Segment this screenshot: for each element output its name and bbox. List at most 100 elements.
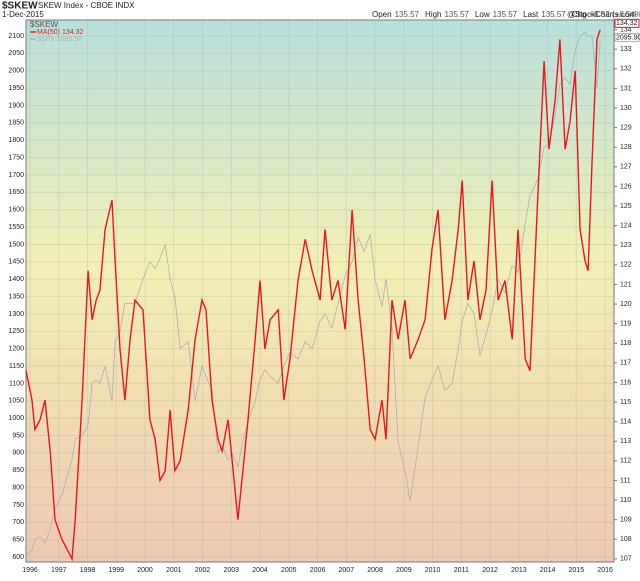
y2-tick-label: 129 xyxy=(620,124,632,131)
y-tick-label: 700 xyxy=(12,519,24,526)
credit: @StockCharts.com xyxy=(567,10,636,19)
y2-tick-label: 119 xyxy=(620,320,631,327)
y-tick-label: 1600 xyxy=(8,207,24,214)
quote-value: 135.57 xyxy=(445,10,470,19)
series-line xyxy=(25,31,601,558)
quote-value: 135.57 xyxy=(395,10,420,19)
quote-label: Open xyxy=(372,10,392,19)
x-tick-label: 2000 xyxy=(137,567,153,574)
y-tick-label: 1150 xyxy=(9,363,24,370)
x-tick-label: 2007 xyxy=(339,567,355,574)
legend-label: $SPX xyxy=(37,36,55,43)
x-tick-label: 2008 xyxy=(367,567,383,574)
y2-tick-label: 108 xyxy=(620,536,632,543)
y-tick-label: 2050 xyxy=(8,50,24,57)
x-tick-label: 2005 xyxy=(281,567,297,574)
date: 1-Dec-2015 xyxy=(2,10,44,19)
y2-tick-label: 124 xyxy=(620,222,632,229)
y2-tick-label: 118 xyxy=(620,340,631,347)
y-tick-label: 1750 xyxy=(8,154,24,161)
y-tick-label: 2100 xyxy=(8,33,24,40)
x-tick-label: 2010 xyxy=(425,567,441,574)
y2-tick-label: 111 xyxy=(620,477,631,484)
y2-tick-label: 128 xyxy=(620,144,632,151)
quote-label: High xyxy=(425,10,441,19)
y-tick-label: 600 xyxy=(12,554,24,561)
x-tick-label: 2002 xyxy=(195,567,211,574)
y-tick-label: 1350 xyxy=(8,293,24,300)
chart-title: $SKEW xyxy=(2,1,38,12)
y-tick-label: 2000 xyxy=(8,68,24,75)
x-tick-label: 1997 xyxy=(51,567,67,574)
x-tick-label: 2006 xyxy=(310,567,326,574)
y2-tick-label: 114 xyxy=(620,418,631,425)
y2-tick-label: 130 xyxy=(620,105,632,112)
x-tick-label: 2013 xyxy=(511,567,527,574)
x-tick-label: 2016 xyxy=(597,567,613,574)
x-tick-label: 2001 xyxy=(166,567,182,574)
y2-tick-label: 107 xyxy=(620,556,632,563)
y2-tick-label: 116 xyxy=(620,379,631,386)
y2-tick-label: 123 xyxy=(620,242,632,249)
chart-subtitle: SKEW Index - CBOE INDX xyxy=(38,1,135,10)
y-tick-label: 1700 xyxy=(8,172,24,179)
x-tick-label: 1998 xyxy=(80,567,96,574)
x-tick-label: 2003 xyxy=(224,567,240,574)
y2-tick-label: 134 xyxy=(620,26,632,33)
y2-tick-label: 115 xyxy=(620,399,631,406)
x-tick-label: 2004 xyxy=(252,567,268,574)
y-tick-label: 1000 xyxy=(8,415,24,422)
legend-value: 134.32 xyxy=(62,29,84,36)
x-tick-label: 2012 xyxy=(482,567,498,574)
y2-tick-label: 127 xyxy=(620,164,632,171)
y2-tick-label: 126 xyxy=(620,183,632,190)
legend: $SKEW MA(50) 134.32 $SPX 2095.90 xyxy=(30,20,83,43)
y2-tick-label: 121 xyxy=(620,281,632,288)
quote-value: 135.57 xyxy=(541,10,566,19)
x-tick-label: 2009 xyxy=(396,567,412,574)
series-line xyxy=(25,29,601,562)
y2-tick-label: 125 xyxy=(620,203,632,210)
quote-value: 135.57 xyxy=(493,10,518,19)
y-tick-label: 1500 xyxy=(8,241,24,248)
legend-title: $SKEW xyxy=(30,20,58,29)
y2-tick-label: 113 xyxy=(620,438,631,445)
x-tick-label: 1999 xyxy=(108,567,124,574)
y-tick-label: 1400 xyxy=(8,276,24,283)
y-tick-label: 1800 xyxy=(8,137,24,144)
y-tick-label: 1650 xyxy=(8,189,24,196)
y-tick-label: 1300 xyxy=(8,311,24,318)
y2-tick-label: 112 xyxy=(620,458,631,465)
x-tick-label: 1996 xyxy=(22,567,38,574)
y-tick-label: 1950 xyxy=(8,85,24,92)
y-tick-label: 1100 xyxy=(9,380,24,387)
legend-label: MA(50) xyxy=(37,29,60,36)
y-tick-label: 1450 xyxy=(8,259,24,266)
y-tick-label: 800 xyxy=(12,484,24,491)
x-tick-label: 2011 xyxy=(454,567,469,574)
y-tick-label: 1050 xyxy=(8,398,24,405)
y-tick-label: 950 xyxy=(12,432,24,439)
y2-tick-label: 133 xyxy=(620,46,632,53)
y2-tick-label: 122 xyxy=(620,262,632,269)
quote-label: Low xyxy=(475,10,490,19)
legend-value: 2095.90 xyxy=(57,36,82,43)
y2-tick-label: 117 xyxy=(620,360,631,367)
x-tick-label: 2014 xyxy=(540,567,556,574)
quote-label: Last xyxy=(523,10,539,19)
y-tick-label: 850 xyxy=(12,467,24,474)
y2-tick-label: 120 xyxy=(620,301,632,308)
last-value-box xyxy=(614,18,640,28)
last-value-label: 2095.90 xyxy=(616,34,640,41)
quote-label: Chg xyxy=(572,10,587,19)
last-value-label: 134.32 xyxy=(616,20,638,27)
y-tick-label: 1850 xyxy=(8,120,24,127)
y-tick-label: 1250 xyxy=(8,328,24,335)
y2-tick-label: 110 xyxy=(620,497,631,504)
last-value-box xyxy=(614,32,640,42)
y2-tick-label: 132 xyxy=(620,66,632,73)
x-tick-label: 2015 xyxy=(569,567,585,574)
y-tick-label: 750 xyxy=(12,502,24,509)
y-tick-label: 1900 xyxy=(8,102,24,109)
